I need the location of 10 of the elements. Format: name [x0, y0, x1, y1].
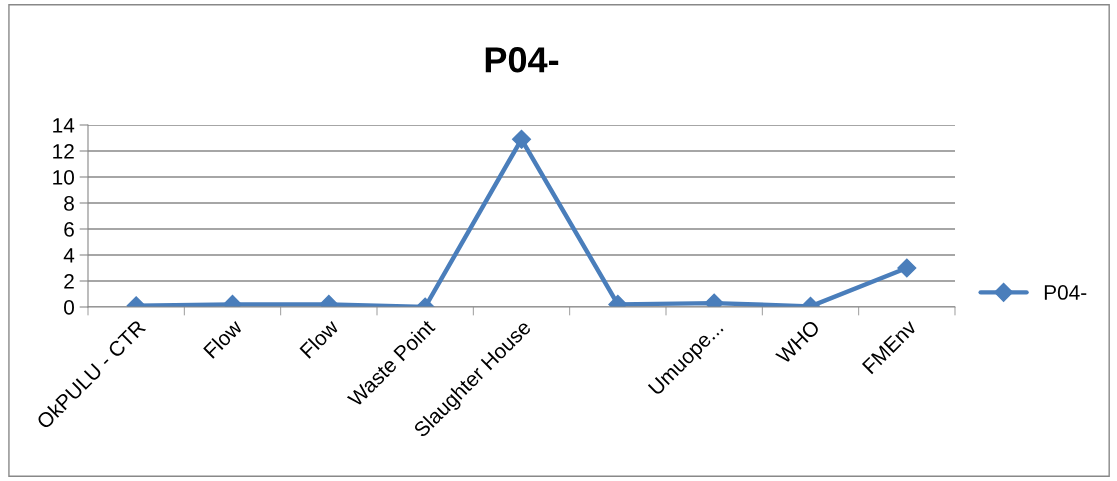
y-tick-label: 12	[53, 144, 74, 159]
legend-label: P04-	[1044, 285, 1087, 300]
y-tick-label: 2	[64, 274, 74, 289]
y-tick-label: 4	[63, 248, 75, 263]
y-tick-label: 6	[64, 222, 74, 237]
chart-title: P04-	[485, 47, 559, 73]
y-tick-label: 0	[64, 300, 74, 315]
y-tick-label: 8	[64, 196, 74, 211]
y-tick-label: 10	[53, 170, 74, 185]
y-tick-label: 14	[53, 118, 75, 133]
